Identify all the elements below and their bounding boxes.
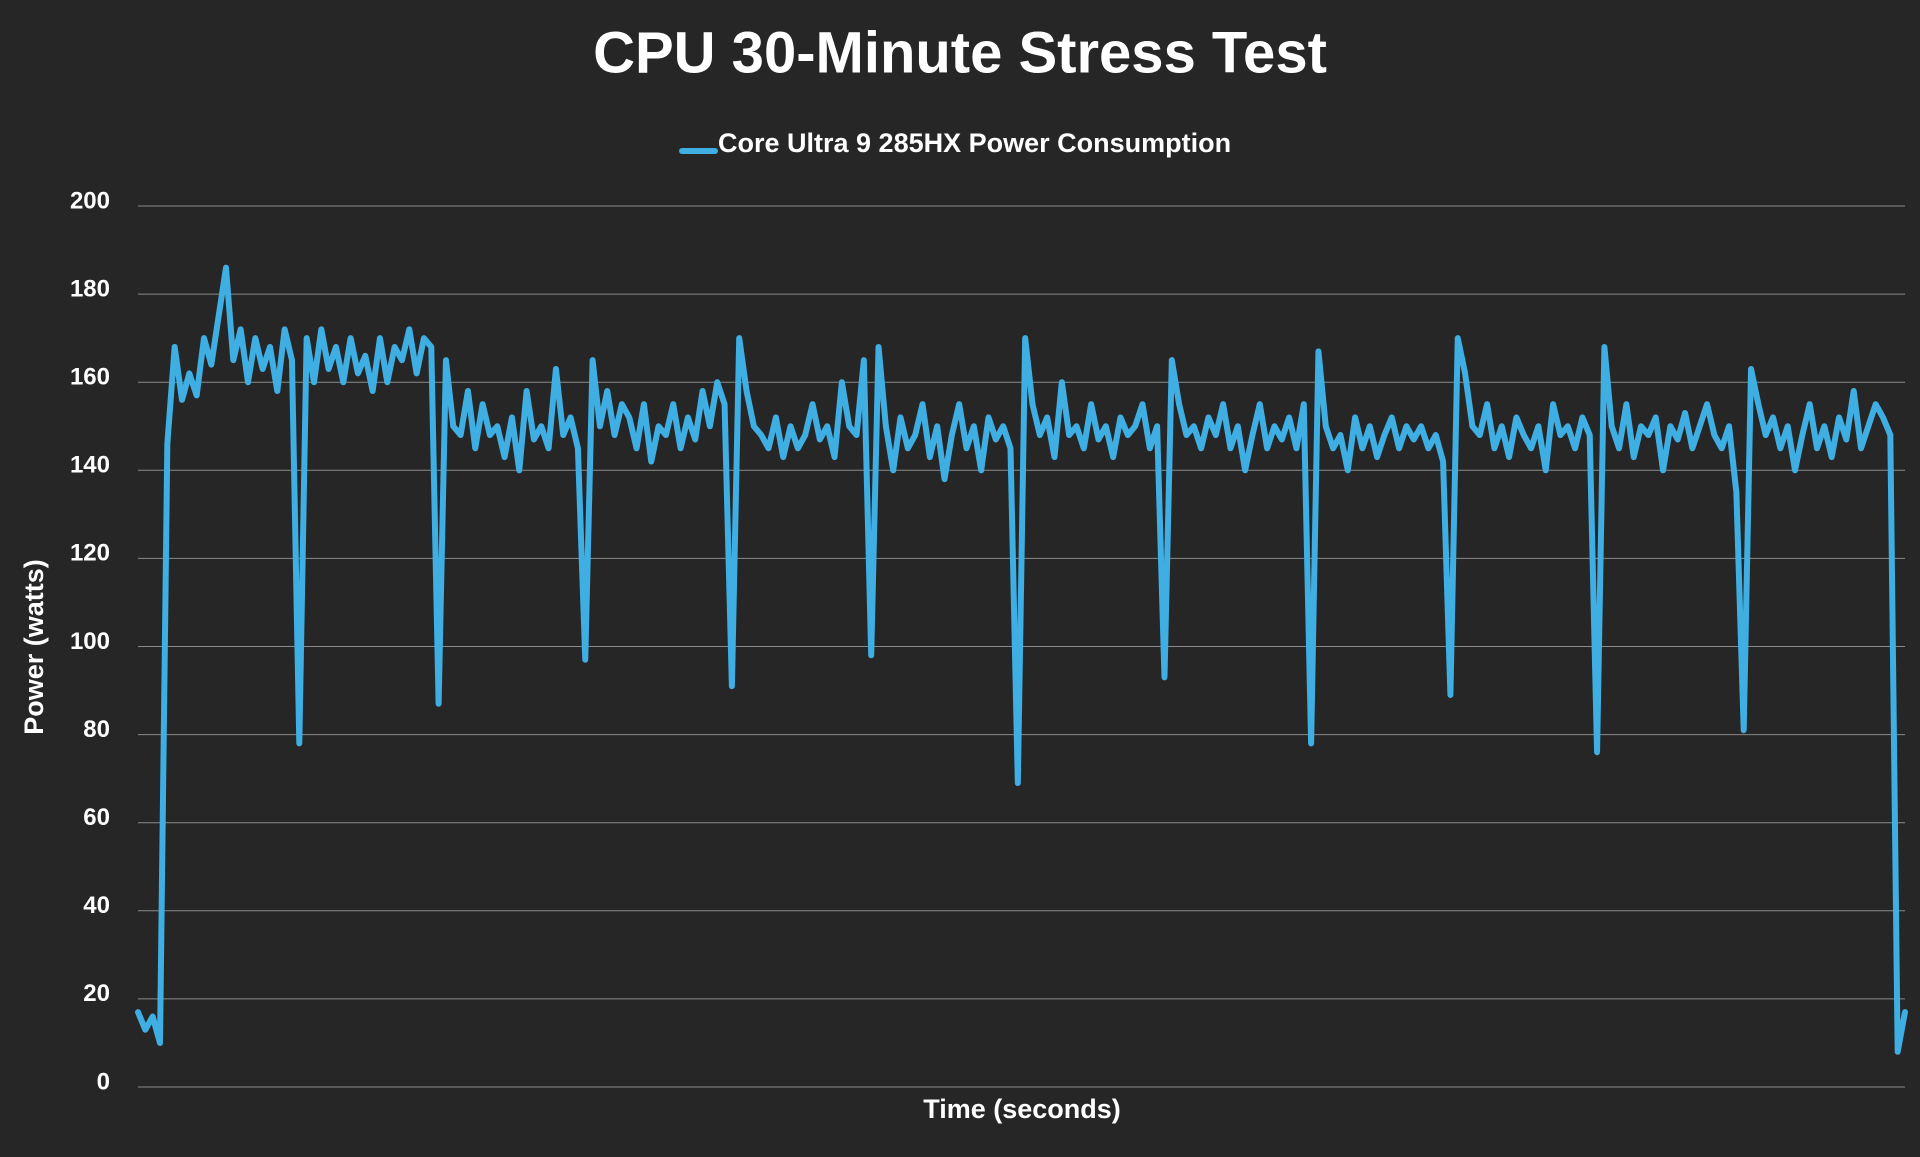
chart-title: CPU 30-Minute Stress Test [593, 20, 1327, 85]
y-tick-label: 0 [97, 1068, 110, 1095]
y-tick-label: 180 [70, 275, 110, 302]
y-tick-label: 80 [83, 716, 110, 743]
y-tick-label: 60 [83, 804, 110, 831]
y-tick-label: 140 [70, 452, 110, 479]
y-tick-label: 20 [83, 980, 110, 1007]
y-axis-title: Power (watts) [19, 559, 49, 735]
legend-label: Core Ultra 9 285HX Power Consumption [718, 128, 1231, 158]
y-tick-label: 160 [70, 364, 110, 391]
x-axis-title: Time (seconds) [923, 1094, 1121, 1124]
y-tick-label: 200 [70, 187, 110, 214]
line-series [135, 264, 1908, 1055]
y-tick-label: 100 [70, 628, 110, 655]
y-tick-label: 120 [70, 540, 110, 567]
y-tick-label: 40 [83, 892, 110, 919]
